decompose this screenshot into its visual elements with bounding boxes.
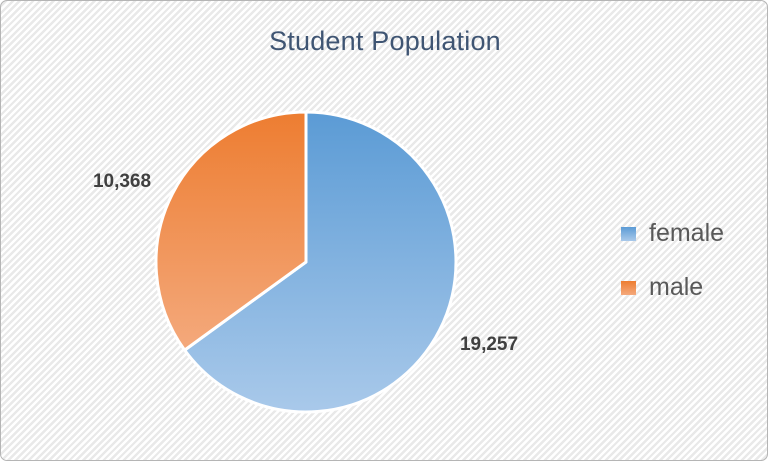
legend-item-male[interactable]: male	[621, 271, 724, 304]
data-label-male: 10,368	[92, 171, 152, 192]
legend-label-male: male	[649, 273, 704, 301]
pie-slice-female[interactable]	[183, 110, 458, 414]
legend-item-female[interactable]: female	[621, 217, 724, 250]
legend-swatch-female	[621, 226, 636, 241]
data-label-female: 19,257	[459, 334, 519, 355]
chart-title: Student Population	[269, 26, 501, 56]
legend-swatch-male	[621, 280, 636, 295]
legend: female male	[621, 217, 724, 325]
legend-label-female: female	[649, 219, 725, 247]
pie-chart	[154, 110, 458, 414]
pie-slice-male[interactable]	[154, 110, 308, 352]
